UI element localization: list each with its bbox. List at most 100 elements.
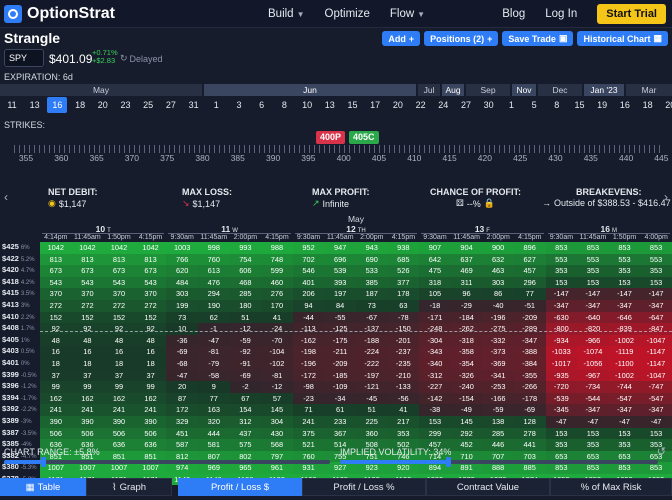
pl-cell[interactable]: -78 <box>387 311 420 324</box>
pl-cell[interactable]: 20 <box>166 381 198 393</box>
start-trial-button[interactable]: Start Trial <box>597 4 666 24</box>
pl-cell[interactable]: 685 <box>387 253 420 266</box>
pl-cell[interactable]: 1042 <box>134 242 167 254</box>
month-jun[interactable]: Jun <box>204 84 416 96</box>
tab-graph[interactable]: ⌇ Graph <box>86 478 172 496</box>
pl-cell[interactable]: 506 <box>71 427 104 440</box>
pl-cell[interactable]: -312 <box>419 369 451 382</box>
historical-chart-button[interactable]: Historical Chart ▦ <box>577 31 668 46</box>
pl-cell[interactable]: -178 <box>513 392 546 405</box>
pl-cell[interactable]: -113 <box>292 323 325 335</box>
pl-cell[interactable]: -104 <box>261 346 293 358</box>
pl-cell[interactable]: -12 <box>261 381 293 393</box>
pl-cell[interactable]: -966 <box>577 334 609 347</box>
pl-cell[interactable]: -162 <box>292 334 325 347</box>
pl-cell[interactable]: 360 <box>355 427 388 440</box>
pl-cell[interactable]: 320 <box>197 415 230 428</box>
month-aug[interactable]: Aug <box>442 84 464 96</box>
pl-cell[interactable]: 988 <box>261 242 293 254</box>
pl-cell[interactable]: -1047 <box>640 334 672 347</box>
pl-cell[interactable]: 99 <box>71 381 104 393</box>
pl-cell[interactable]: 37 <box>40 369 72 382</box>
pl-cell[interactable]: -47 <box>545 415 578 428</box>
pl-cell[interactable]: 206 <box>292 288 325 300</box>
pl-cell[interactable]: 690 <box>355 253 388 266</box>
pl-cell[interactable]: 673 <box>134 265 167 277</box>
month-dec[interactable]: Dec <box>538 84 582 96</box>
pl-cell[interactable]: -67 <box>355 311 388 324</box>
iv-handle[interactable] <box>446 457 452 467</box>
pl-cell[interactable]: 888 <box>482 462 514 474</box>
pl-cell[interactable]: 543 <box>71 276 104 289</box>
pl-cell[interactable]: -147 <box>577 288 609 300</box>
pl-cell[interactable]: 197 <box>324 288 356 300</box>
pl-cell[interactable]: -289 <box>513 323 546 335</box>
pl-cell[interactable]: 390 <box>134 415 167 428</box>
pl-cell[interactable]: 57 <box>261 392 293 405</box>
pl-cell[interactable]: 353 <box>608 439 641 451</box>
pl-cell[interactable]: -347 <box>608 299 641 312</box>
expiration-day[interactable]: 11 <box>7 100 17 110</box>
pl-cell[interactable]: -171 <box>419 311 451 324</box>
pl-cell[interactable]: 446 <box>482 439 514 451</box>
pl-cell[interactable]: -347 <box>513 334 546 347</box>
pl-cell[interactable]: 390 <box>40 415 72 428</box>
pl-cell[interactable]: 636 <box>40 439 72 451</box>
pl-cell[interactable]: 152 <box>134 311 167 324</box>
pl-cell[interactable]: 353 <box>545 439 578 451</box>
pl-cell[interactable]: 153 <box>608 276 641 289</box>
pl-cell[interactable]: 96 <box>450 288 483 300</box>
pl-cell[interactable]: 145 <box>450 415 483 428</box>
symbol-input[interactable]: SPY <box>4 49 44 67</box>
pl-cell[interactable]: 460 <box>261 276 293 289</box>
pl-cell[interactable]: -185 <box>324 369 356 382</box>
pl-cell[interactable]: 653 <box>545 450 578 463</box>
pl-cell[interactable]: 292 <box>450 427 483 440</box>
pl-cell[interactable]: -227 <box>419 381 451 393</box>
pl-cell[interactable]: -55 <box>324 311 356 324</box>
pl-cell[interactable]: 86 <box>482 288 514 300</box>
pl-cell[interactable]: -1147 <box>640 346 672 358</box>
pl-cell[interactable]: 553 <box>577 253 609 266</box>
pl-cell[interactable]: 514 <box>324 439 356 451</box>
pl-cell[interactable]: 138 <box>482 415 514 428</box>
pl-cell[interactable]: 853 <box>640 462 672 474</box>
pl-cell[interactable]: 797 <box>261 450 293 463</box>
pl-cell[interactable]: 606 <box>229 265 262 277</box>
pl-cell[interactable]: 152 <box>40 311 72 324</box>
pl-cell[interactable]: -70 <box>261 334 293 347</box>
pl-cell[interactable]: -133 <box>387 381 420 393</box>
pl-cell[interactable]: 370 <box>103 288 135 300</box>
pl-cell[interactable]: 180 <box>229 299 262 312</box>
pl-cell[interactable]: 48 <box>134 334 167 347</box>
refresh-icon[interactable]: ↻ <box>120 53 128 63</box>
pl-cell[interactable]: 37 <box>134 369 167 382</box>
pl-cell[interactable]: 190 <box>197 299 230 312</box>
pl-cell[interactable]: -29 <box>450 299 483 312</box>
pl-cell[interactable]: -69 <box>229 369 262 382</box>
pl-cell[interactable]: -79 <box>197 357 230 370</box>
pl-cell[interactable]: 272 <box>40 299 72 312</box>
pl-cell[interactable]: 710 <box>450 450 483 463</box>
pl-cell[interactable]: -345 <box>545 404 578 416</box>
pl-cell[interactable]: -1 <box>197 323 230 335</box>
pl-cell[interactable]: -388 <box>513 346 546 358</box>
pl-cell[interactable]: 311 <box>450 276 483 289</box>
pl-cell[interactable]: 642 <box>419 253 451 266</box>
pl-cell[interactable]: 18 <box>134 357 167 370</box>
pl-cell[interactable]: -34 <box>324 392 356 405</box>
pl-cell[interactable]: 851 <box>71 450 104 463</box>
pl-cell[interactable]: 553 <box>608 253 641 266</box>
pl-cell[interactable]: 766 <box>166 253 198 266</box>
pl-cell[interactable]: 581 <box>197 439 230 451</box>
pl-cell[interactable]: -36 <box>166 334 198 347</box>
pl-cell[interactable]: -248 <box>419 323 451 335</box>
pl-cell[interactable]: -347 <box>608 404 641 416</box>
pl-cell[interactable]: -747 <box>640 381 672 393</box>
pl-cell[interactable]: 153 <box>419 415 451 428</box>
logo[interactable]: OptionStrat <box>4 4 115 23</box>
tab-percent-max-risk[interactable]: % of Max Risk <box>550 478 672 496</box>
pl-cell[interactable]: -92 <box>229 346 262 358</box>
expiration-day[interactable]: 8 <box>281 100 287 110</box>
pl-cell[interactable]: -69 <box>166 346 198 358</box>
